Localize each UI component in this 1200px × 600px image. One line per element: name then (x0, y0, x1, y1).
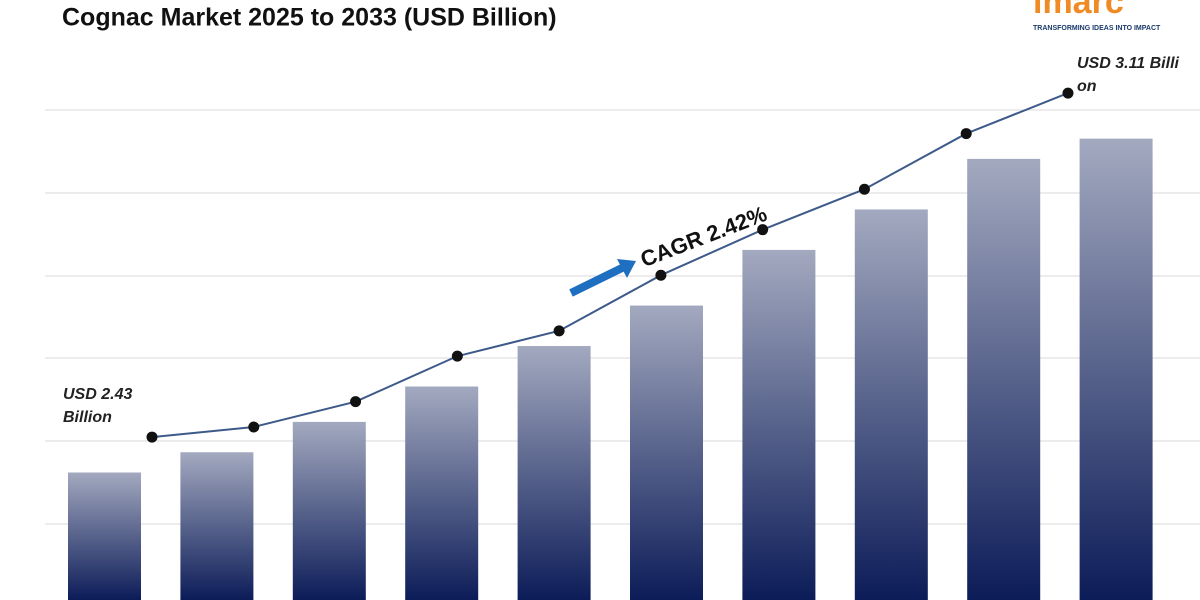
bar (292, 421, 366, 600)
line-point (451, 350, 463, 362)
bar (854, 209, 928, 600)
bar (517, 346, 591, 600)
start-label: Billion (63, 409, 112, 426)
bar (967, 158, 1041, 600)
line-point (1062, 87, 1074, 99)
end-label: USD 3.11 Billi (1077, 55, 1180, 72)
cagr-arrow (569, 259, 636, 297)
line-point (146, 431, 158, 443)
line-point (248, 421, 260, 433)
line-point (960, 128, 972, 140)
bar (180, 452, 254, 600)
line-point (858, 183, 870, 195)
start-label: USD 2.43 (63, 386, 132, 403)
logo: imarc (1033, 0, 1124, 21)
bar (1079, 138, 1153, 600)
line-point (553, 325, 565, 337)
line-point (655, 269, 667, 281)
line-point (350, 396, 362, 408)
line-point (757, 224, 769, 236)
line (151, 92, 1069, 439)
bar (630, 305, 703, 600)
bar (68, 472, 141, 600)
bar (742, 249, 816, 600)
bar (405, 386, 479, 600)
chart-title: Cognac Market 2025 to 2033 (USD Billion) (62, 4, 557, 32)
logo-tagline: TRANSFORMING IDEAS INTO IMPACT (1033, 25, 1161, 32)
end-label: on (1077, 78, 1097, 95)
